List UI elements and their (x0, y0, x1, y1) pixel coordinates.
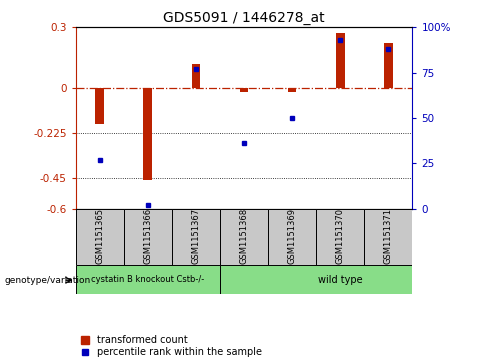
Bar (336, 33, 345, 88)
Bar (143, 88, 152, 180)
Bar (192, 64, 200, 88)
Text: GSM1151367: GSM1151367 (191, 208, 201, 264)
Bar (124, 209, 172, 265)
Bar (240, 88, 248, 92)
Title: GDS5091 / 1446278_at: GDS5091 / 1446278_at (163, 11, 325, 25)
Text: wild type: wild type (318, 274, 363, 285)
Text: GSM1151371: GSM1151371 (384, 208, 393, 264)
Bar (95, 88, 104, 124)
Bar (288, 88, 296, 92)
Bar (220, 265, 412, 294)
Text: cystatin B knockout Cstb-/-: cystatin B knockout Cstb-/- (91, 275, 204, 284)
Text: GSM1151365: GSM1151365 (95, 208, 104, 264)
Bar (316, 209, 364, 265)
Legend: transformed count, percentile rank within the sample: transformed count, percentile rank withi… (81, 334, 263, 358)
Text: GSM1151370: GSM1151370 (336, 208, 345, 264)
Text: GSM1151368: GSM1151368 (240, 208, 248, 264)
Text: GSM1151366: GSM1151366 (143, 208, 152, 264)
Bar (364, 209, 412, 265)
Text: genotype/variation: genotype/variation (5, 276, 91, 285)
Bar (220, 209, 268, 265)
Bar (268, 209, 316, 265)
Bar (76, 265, 220, 294)
Bar (172, 209, 220, 265)
Bar (384, 43, 393, 88)
Bar (76, 209, 124, 265)
Text: GSM1151369: GSM1151369 (287, 208, 297, 264)
